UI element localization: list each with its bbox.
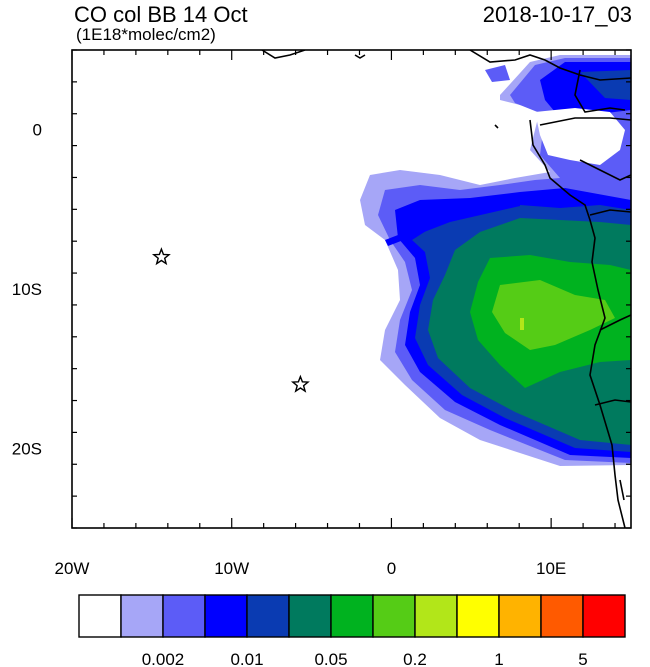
colorbar-label: 0.01: [230, 650, 263, 667]
y-tick-label: 20S: [12, 439, 42, 458]
colorbar-label: 0.2: [403, 650, 427, 667]
colorbar-label: 0.002: [142, 650, 185, 667]
colorbar-box: [498, 594, 542, 638]
axis-labels: 20W 10W 0 10E 0 10S 20S: [12, 121, 567, 578]
colorbar-box: [120, 594, 164, 638]
valid-time-label: 2018-10-17_03: [482, 2, 632, 27]
x-tick-label: 20W: [55, 559, 90, 578]
map-units-subtitle: (1E18*molec/cm2): [76, 25, 216, 44]
star-marker-1: [151, 247, 171, 266]
star-marker-2: [290, 374, 310, 393]
station-markers: [151, 247, 310, 393]
colorbar-box: [414, 594, 458, 638]
map-frame: [71, 49, 632, 529]
colorbar-box: [162, 594, 206, 638]
colorbar-box: [204, 594, 248, 638]
colorbar-box: [582, 594, 626, 638]
co-plume-field: [360, 55, 631, 466]
x-tick-label: 10W: [214, 559, 249, 578]
colorbar-label: 1: [494, 650, 503, 667]
colorbar-box: [456, 594, 500, 638]
colorbar-box: [246, 594, 290, 638]
colorbar-box: [540, 594, 584, 638]
colorbar-label: 0.05: [314, 650, 347, 667]
y-tick-label: 0: [33, 121, 42, 140]
colorbar-label: 5: [578, 650, 587, 667]
y-tick-label: 10S: [12, 280, 42, 299]
map-title: CO col BB 14 Oct: [74, 2, 248, 27]
colorbar-box: [288, 594, 332, 638]
x-tick-label: 10E: [536, 559, 566, 578]
colorbar-box: [78, 594, 122, 638]
colorbar: 0.002 0.01 0.05 0.2 1 5: [78, 594, 626, 667]
colorbar-box: [330, 594, 374, 638]
coastline: [261, 50, 631, 528]
colorbar-box: [372, 594, 416, 638]
x-tick-label: 0: [387, 559, 396, 578]
